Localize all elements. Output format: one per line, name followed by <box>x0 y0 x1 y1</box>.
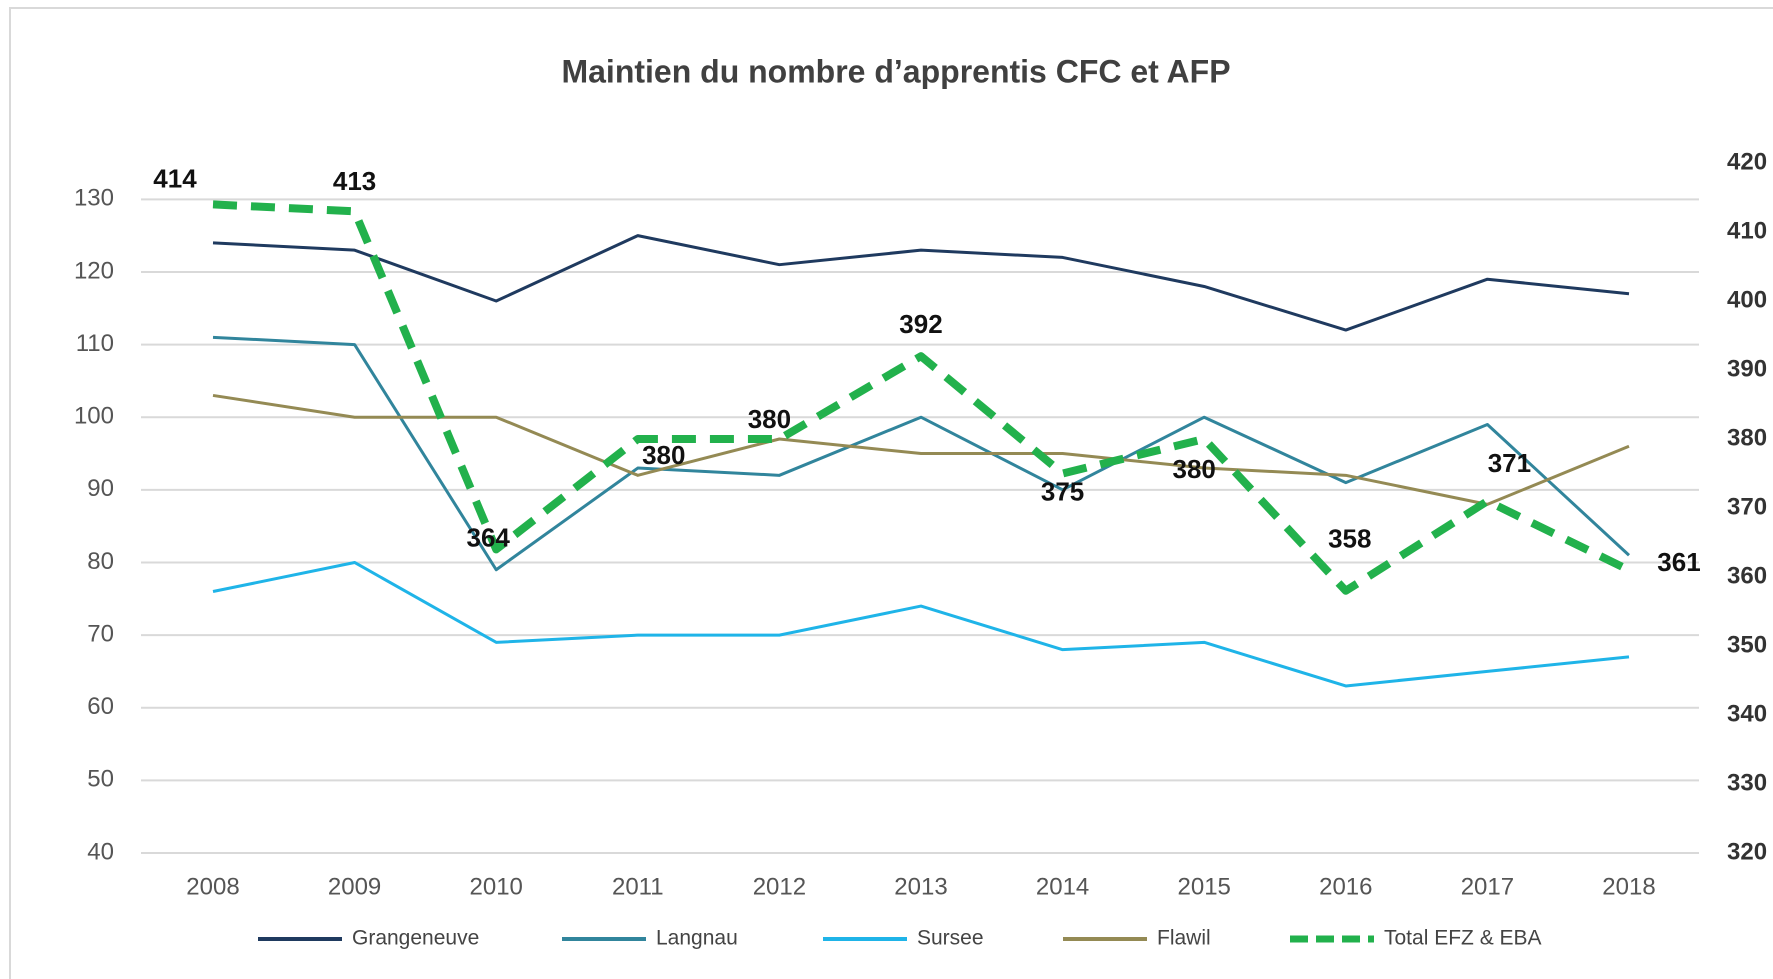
data-label: 358 <box>1328 524 1371 554</box>
chart-border <box>9 7 1773 979</box>
data-label: 380 <box>642 440 685 470</box>
series-line <box>212 234 1630 332</box>
legend-label: Grangeneuve <box>352 927 479 950</box>
y-tick-label: 70 <box>87 620 114 647</box>
x-tick-label: 2013 <box>894 873 947 900</box>
y2-tick-label: 330 <box>1727 769 1767 796</box>
data-label: 380 <box>748 404 791 434</box>
y2-tick-label: 410 <box>1727 217 1767 244</box>
y-tick-label: 40 <box>87 838 114 865</box>
data-label: 361 <box>1657 547 1700 577</box>
y2-tick-label: 360 <box>1727 562 1767 589</box>
x-tick-label: 2014 <box>1036 873 1089 900</box>
y-tick-label: 120 <box>74 257 114 284</box>
series-line <box>212 393 1630 506</box>
data-label: 380 <box>1173 454 1216 484</box>
x-tick-label: 2018 <box>1602 873 1655 900</box>
series-line <box>212 560 1630 688</box>
y2-tick-label: 370 <box>1727 493 1767 520</box>
series-line <box>212 335 1631 572</box>
y-tick-label: 50 <box>87 766 114 793</box>
x-tick-label: 2008 <box>186 873 239 900</box>
x-tick-label: 2010 <box>470 873 523 900</box>
data-label: 392 <box>899 309 942 339</box>
y-tick-label: 90 <box>87 475 114 502</box>
y-tick-label: 100 <box>74 403 114 430</box>
x-tick-label: 2016 <box>1319 873 1372 900</box>
series-line <box>212 200 1631 595</box>
y2-tick-label: 320 <box>1727 838 1767 865</box>
y2-tick-label: 350 <box>1727 631 1767 658</box>
legend-label: Sursee <box>917 927 984 950</box>
data-label: 364 <box>467 522 511 552</box>
y2-tick-label: 390 <box>1727 355 1767 382</box>
y-tick-label: 60 <box>87 693 114 720</box>
x-tick-label: 2015 <box>1178 873 1231 900</box>
y2-tick-label: 340 <box>1727 700 1767 727</box>
legend-label: Flawil <box>1157 927 1211 950</box>
legend-label: Langnau <box>656 927 738 950</box>
y-tick-label: 130 <box>74 185 114 212</box>
data-label: 375 <box>1041 476 1084 506</box>
y-tick-label: 80 <box>87 548 114 575</box>
y2-tick-label: 400 <box>1727 286 1767 313</box>
y-tick-label: 110 <box>76 330 114 357</box>
y2-tick-label: 420 <box>1727 148 1767 175</box>
x-tick-label: 2017 <box>1461 873 1514 900</box>
x-tick-label: 2012 <box>753 873 806 900</box>
y2-tick-label: 380 <box>1727 424 1767 451</box>
data-label: 413 <box>333 166 376 196</box>
legend-label: Total EFZ & EBA <box>1384 927 1542 950</box>
data-label: 414 <box>153 163 197 193</box>
x-tick-label: 2011 <box>612 873 664 900</box>
data-label: 371 <box>1488 448 1531 478</box>
x-tick-label: 2009 <box>328 873 381 900</box>
chart-title: Maintien du nombre d’apprentis CFC et AF… <box>561 53 1230 89</box>
